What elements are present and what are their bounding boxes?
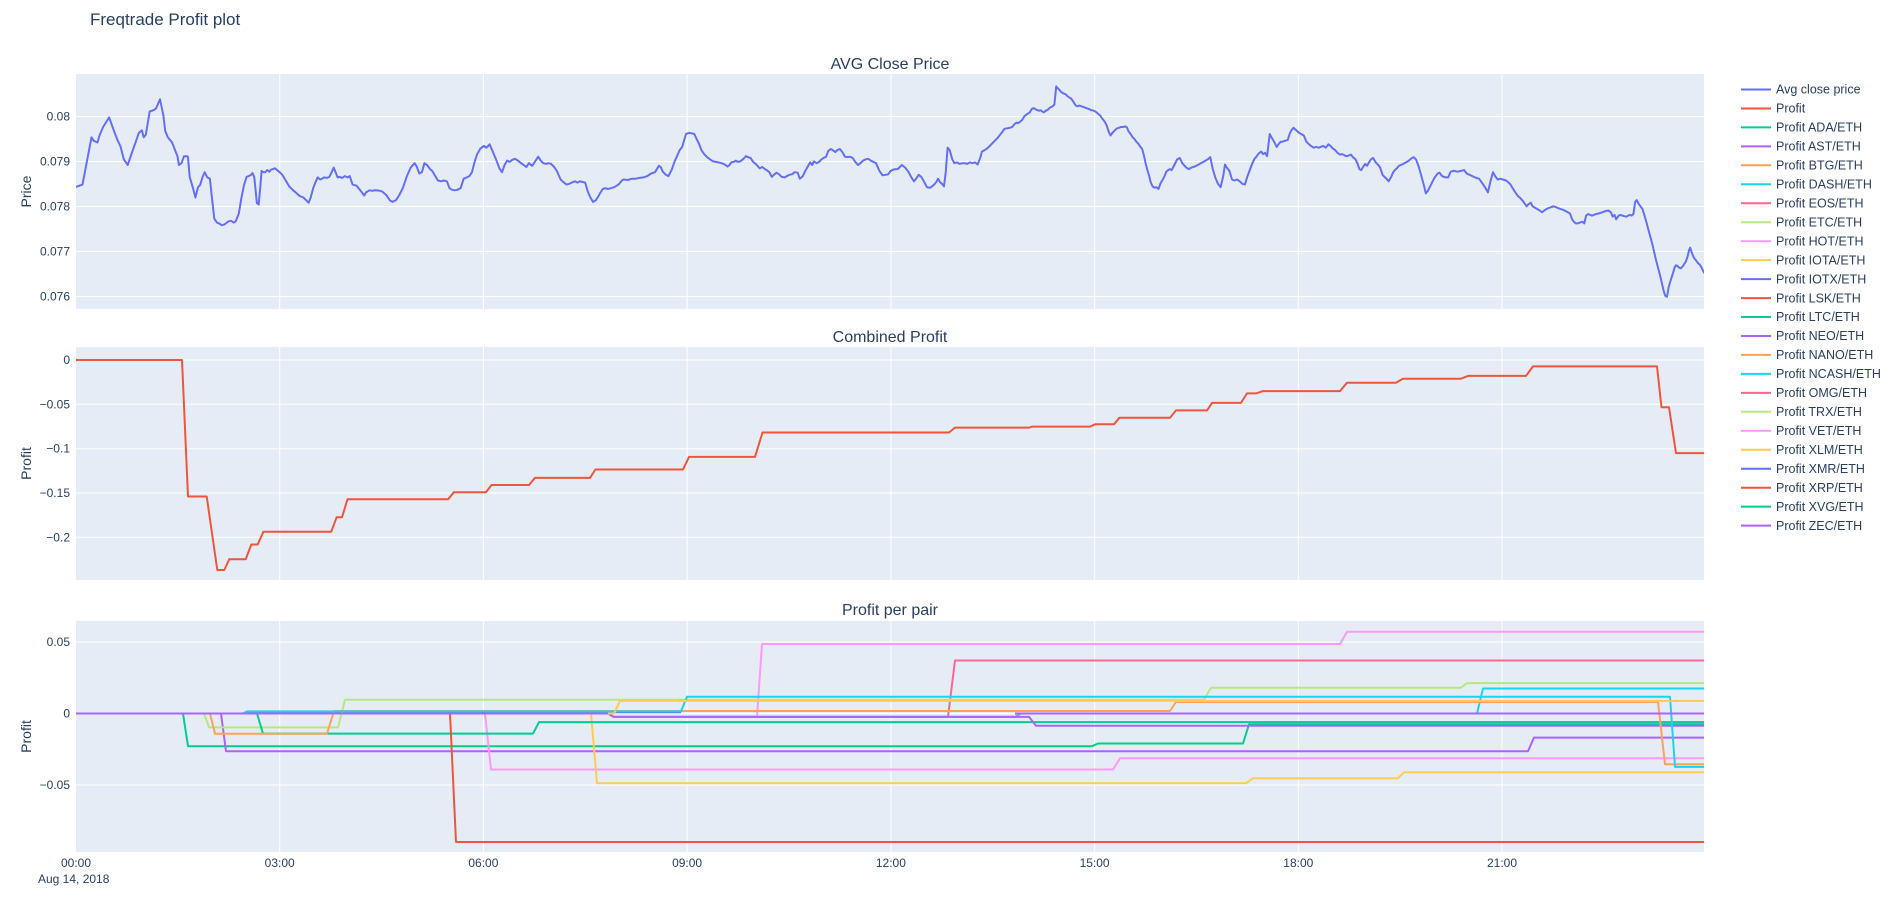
svg-text:Profit OMG/ETH: Profit OMG/ETH: [1776, 386, 1867, 400]
svg-text:Price: Price: [18, 175, 34, 207]
svg-text:15:00: 15:00: [1080, 856, 1110, 870]
svg-text:Profit NANO/ETH: Profit NANO/ETH: [1776, 348, 1873, 362]
svg-text:0.079: 0.079: [40, 155, 70, 169]
svg-text:21:00: 21:00: [1487, 856, 1517, 870]
svg-text:00:00: 00:00: [61, 856, 91, 870]
svg-text:Profit LTC/ETH: Profit LTC/ETH: [1776, 310, 1860, 324]
svg-text:0.076: 0.076: [40, 290, 70, 304]
svg-text:Profit: Profit: [18, 447, 34, 480]
svg-text:Profit ZEC/ETH: Profit ZEC/ETH: [1776, 519, 1862, 533]
svg-text:Profit XMR/ETH: Profit XMR/ETH: [1776, 462, 1865, 476]
svg-text:0: 0: [63, 707, 70, 721]
svg-text:Profit ADA/ETH: Profit ADA/ETH: [1776, 121, 1862, 135]
svg-text:Combined Profit: Combined Profit: [833, 329, 948, 346]
svg-text:09:00: 09:00: [672, 856, 702, 870]
svg-text:Profit XRP/ETH: Profit XRP/ETH: [1776, 481, 1863, 495]
svg-text:06:00: 06:00: [468, 856, 498, 870]
svg-text:18:00: 18:00: [1283, 856, 1313, 870]
svg-text:Profit EOS/ETH: Profit EOS/ETH: [1776, 197, 1864, 211]
svg-text:−0.05: −0.05: [40, 397, 71, 411]
svg-text:−0.15: −0.15: [40, 486, 71, 500]
svg-text:−0.05: −0.05: [40, 778, 71, 792]
svg-text:Profit: Profit: [18, 720, 34, 753]
svg-text:Profit NEO/ETH: Profit NEO/ETH: [1776, 329, 1864, 343]
svg-text:Profit DASH/ETH: Profit DASH/ETH: [1776, 178, 1872, 192]
svg-text:Profit BTG/ETH: Profit BTG/ETH: [1776, 159, 1863, 173]
svg-text:Profit ETC/ETH: Profit ETC/ETH: [1776, 215, 1862, 229]
svg-text:Profit VET/ETH: Profit VET/ETH: [1776, 424, 1861, 438]
svg-text:Freqtrade Profit plot: Freqtrade Profit plot: [90, 10, 241, 29]
svg-text:Profit IOTA/ETH: Profit IOTA/ETH: [1776, 253, 1865, 267]
svg-text:Profit XVG/ETH: Profit XVG/ETH: [1776, 500, 1864, 514]
svg-text:0.08: 0.08: [47, 110, 71, 124]
svg-text:−0.2: −0.2: [46, 530, 70, 544]
svg-text:AVG Close Price: AVG Close Price: [831, 56, 950, 73]
svg-text:0.078: 0.078: [40, 200, 70, 214]
svg-text:Profit XLM/ETH: Profit XLM/ETH: [1776, 443, 1863, 457]
svg-text:Profit AST/ETH: Profit AST/ETH: [1776, 140, 1861, 154]
svg-text:12:00: 12:00: [876, 856, 906, 870]
svg-text:Profit: Profit: [1776, 102, 1806, 116]
svg-text:0: 0: [63, 353, 70, 367]
svg-text:Aug 14, 2018: Aug 14, 2018: [38, 872, 110, 886]
svg-text:0.05: 0.05: [47, 635, 71, 649]
svg-text:Profit NCASH/ETH: Profit NCASH/ETH: [1776, 367, 1881, 381]
svg-text:Profit TRX/ETH: Profit TRX/ETH: [1776, 405, 1862, 419]
svg-text:Profit IOTX/ETH: Profit IOTX/ETH: [1776, 272, 1866, 286]
svg-text:Avg close price: Avg close price: [1776, 83, 1861, 97]
svg-text:03:00: 03:00: [265, 856, 295, 870]
svg-text:−0.1: −0.1: [46, 442, 70, 456]
svg-text:Profit LSK/ETH: Profit LSK/ETH: [1776, 291, 1861, 305]
svg-text:Profit per pair: Profit per pair: [842, 602, 939, 619]
svg-text:0.077: 0.077: [40, 245, 70, 259]
svg-text:Profit HOT/ETH: Profit HOT/ETH: [1776, 234, 1864, 248]
